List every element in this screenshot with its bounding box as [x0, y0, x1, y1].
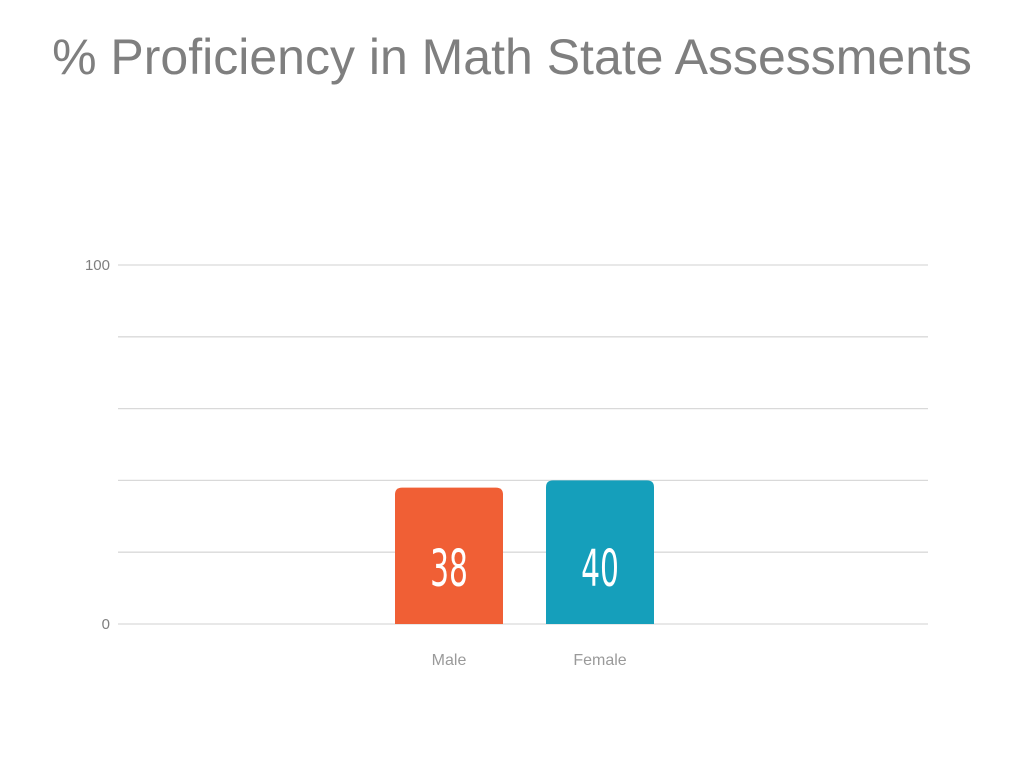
y-tick-label: 0: [102, 616, 110, 633]
chart-title: % Proficiency in Math State Assessments: [52, 29, 972, 85]
data-label: 40: [581, 540, 619, 598]
data-label: 38: [430, 540, 468, 598]
bars: [395, 480, 654, 624]
bar-female: [546, 480, 654, 624]
labels: 100 0 38 Male 40 Female: [85, 257, 627, 669]
gridlines: [118, 264, 928, 625]
x-category-label: Female: [573, 652, 626, 669]
bar-male: [395, 487, 503, 624]
y-tick-label: 100: [85, 257, 110, 274]
x-category-label: Male: [432, 652, 467, 669]
